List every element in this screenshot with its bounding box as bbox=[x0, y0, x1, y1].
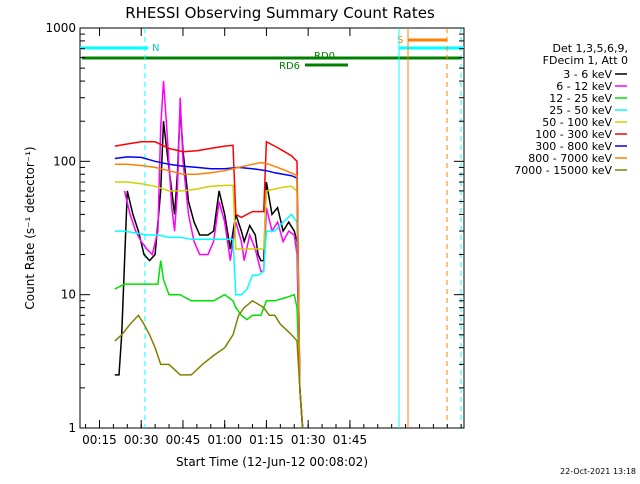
series-line-2 bbox=[114, 260, 304, 429]
saa-label: S bbox=[397, 35, 403, 46]
y-tick-label: 10 bbox=[61, 288, 76, 302]
x-tick-label: 00:15 bbox=[82, 433, 117, 447]
decimation-label-rd6: RD6 bbox=[279, 61, 300, 72]
x-tick-label: 01:30 bbox=[291, 433, 326, 447]
series-line-1 bbox=[123, 81, 304, 429]
plot-frame bbox=[79, 27, 465, 429]
x-tick-label: 01:15 bbox=[249, 433, 284, 447]
y-axis-label: Count Rate (s⁻¹ detector⁻¹) bbox=[23, 146, 37, 309]
legend-label: 100 - 300 keV bbox=[535, 128, 612, 141]
observing-annotations: N RD0 RD6 S bbox=[80, 28, 464, 428]
y-tick-label: 100 bbox=[53, 154, 76, 168]
series-line-4 bbox=[114, 181, 304, 429]
legend: Det 1,3,5,6,9,FDecim 1, Att 03 - 6 keV6 … bbox=[514, 42, 628, 177]
series-line-7 bbox=[114, 161, 304, 429]
x-tick-label: 00:45 bbox=[166, 433, 201, 447]
x-tick-label: 00:30 bbox=[124, 433, 159, 447]
legend-label: 6 - 12 keV bbox=[556, 80, 612, 93]
night-label: N bbox=[152, 43, 159, 54]
decimation-label-rd0: RD0 bbox=[314, 51, 335, 62]
legend-label: 12 - 25 keV bbox=[549, 92, 612, 105]
x-tick-label: 01:45 bbox=[333, 433, 368, 447]
y-tick-label: 1000 bbox=[45, 21, 76, 35]
series-line-3 bbox=[114, 213, 304, 429]
y-tick-label: 1 bbox=[68, 421, 76, 435]
series-line-6 bbox=[114, 156, 304, 429]
series-line-8 bbox=[114, 299, 304, 429]
x-axis: 00:15 00:30 00:45 01:00 01:15 01:30 01:45 bbox=[82, 28, 462, 447]
series-layer bbox=[114, 81, 304, 429]
legend-label: 25 - 50 keV bbox=[549, 104, 612, 117]
legend-header-line: Det 1,3,5,6,9, bbox=[552, 42, 628, 55]
chart-title: RHESSI Observing Summary Count Rates bbox=[125, 4, 435, 22]
x-tick-label: 01:00 bbox=[207, 433, 242, 447]
legend-header-line: FDecim 1, Att 0 bbox=[543, 54, 628, 67]
legend-label: 3 - 6 keV bbox=[563, 68, 612, 81]
legend-label: 7000 - 15000 keV bbox=[514, 164, 612, 177]
date-stamp: 22-Oct-2021 13:18 bbox=[560, 467, 636, 476]
legend-label: 50 - 100 keV bbox=[542, 116, 612, 129]
legend-label: 300 - 800 keV bbox=[535, 140, 612, 153]
y-axis: 1 10 100 1000 bbox=[45, 21, 464, 435]
series-line-5 bbox=[114, 140, 304, 429]
legend-label: 800 - 7000 keV bbox=[528, 152, 612, 165]
x-axis-label: Start Time (12-Jun-12 00:08:02) bbox=[176, 455, 368, 469]
series-line-0 bbox=[114, 108, 304, 429]
